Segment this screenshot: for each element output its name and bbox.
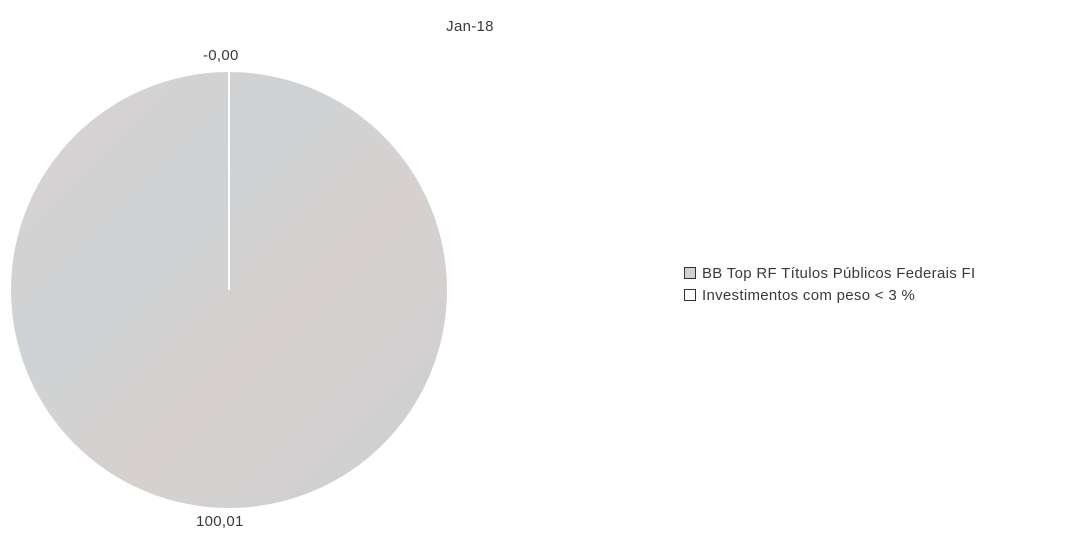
legend-item-bb-top-rf: BB Top RF Títulos Públicos Federais FI	[684, 262, 975, 284]
slice-label-small: -0,00	[203, 47, 239, 64]
legend-label-investimentos: Investimentos com peso < 3 %	[702, 286, 916, 304]
legend-swatch-investimentos	[684, 289, 696, 301]
slice-label-main: 100,01	[196, 513, 244, 530]
legend-swatch-bb-top-rf	[684, 267, 696, 279]
chart-title: Jan-18	[446, 18, 494, 35]
legend-item-investimentos: Investimentos com peso < 3 %	[684, 284, 975, 306]
legend-label-bb-top-rf: BB Top RF Títulos Públicos Federais FI	[702, 264, 976, 282]
legend: BB Top RF Títulos Públicos Federais FI I…	[684, 262, 975, 306]
